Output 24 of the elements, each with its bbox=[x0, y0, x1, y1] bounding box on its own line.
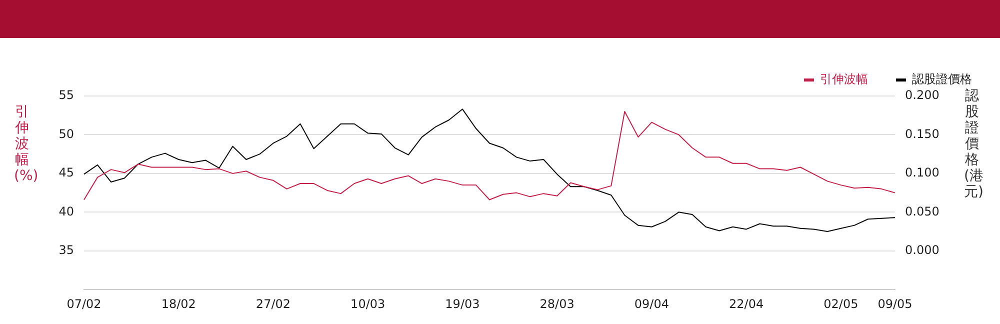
x-tick-label: 18/02 bbox=[161, 296, 196, 311]
y2-tick-label: 0.100 bbox=[905, 166, 940, 180]
y2-tick-label: 0.150 bbox=[905, 126, 940, 141]
legend-label: 認股證價格 bbox=[912, 72, 972, 86]
x-tick-label: 09/05 bbox=[878, 296, 912, 311]
y-tick-label: 40 bbox=[58, 204, 74, 218]
x-tick-label: 22/04 bbox=[729, 296, 764, 311]
x-tick-label: 19/03 bbox=[445, 296, 480, 311]
x-tick-label: 07/02 bbox=[66, 296, 102, 311]
y2-axis-title: 認股證價格(港元) bbox=[964, 88, 984, 200]
x-tick-label: 28/03 bbox=[540, 296, 574, 311]
x-tick-label: 10/03 bbox=[350, 296, 386, 311]
x-tick-label: 09/04 bbox=[634, 296, 669, 311]
y-tick-label: 45 bbox=[58, 166, 74, 180]
y2-tick-label: 0.050 bbox=[905, 204, 940, 218]
y2-tick-label: 0.000 bbox=[905, 243, 940, 258]
x-tick-label: 27/02 bbox=[256, 296, 291, 311]
y-tick-label: 35 bbox=[58, 243, 74, 258]
y-axis-title: 引伸波幅(%) bbox=[14, 104, 38, 184]
y2-tick-label: 0.200 bbox=[905, 88, 940, 102]
legend-label: 引伸波幅 bbox=[820, 72, 868, 86]
y-tick-label: 50 bbox=[58, 126, 74, 141]
y-tick-label: 55 bbox=[58, 88, 74, 102]
x-tick-label: 02/05 bbox=[824, 296, 858, 311]
